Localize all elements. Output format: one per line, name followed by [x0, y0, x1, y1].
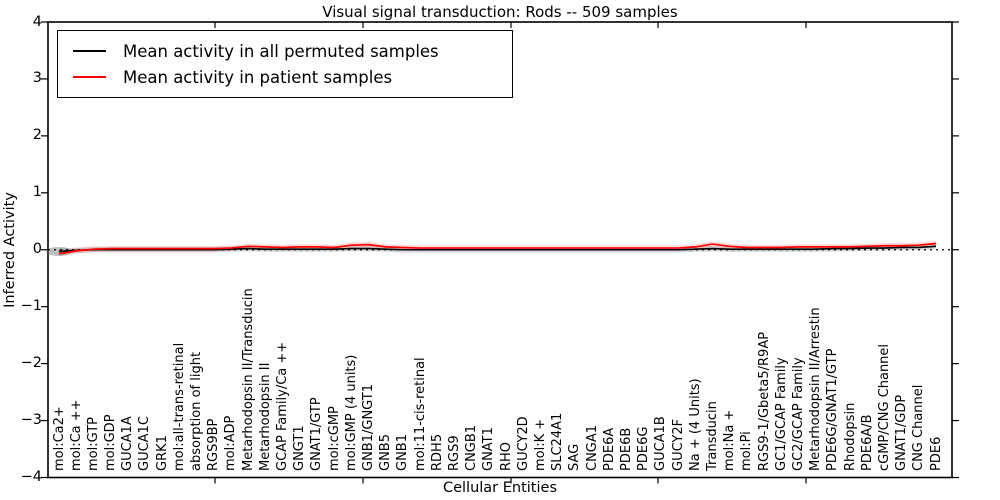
legend-line-swatch-permuted: [73, 50, 106, 52]
legend-label: Mean activity in patient samples: [123, 67, 393, 87]
legend: Mean activity in all permuted samples Me…: [57, 30, 513, 98]
y-tick-label: 4: [32, 13, 42, 30]
y-tick-label: 1: [32, 184, 42, 201]
legend-line-swatch-patient: [73, 76, 106, 78]
legend-item: Mean activity in patient samples: [58, 64, 512, 90]
y-tick-label: −4: [20, 469, 42, 485]
chart-title: Visual signal transduction: Rods -- 509 …: [322, 3, 678, 21]
series-line-permuted: [58, 245, 937, 253]
series-line-patient: [58, 242, 937, 255]
legend-item: Mean activity in all permuted samples: [58, 38, 512, 64]
legend-label: Mean activity in all permuted samples: [123, 41, 439, 61]
y-tick-label: −3: [20, 412, 42, 429]
y-tick-label: 2: [32, 127, 42, 144]
y-tick-label: −1: [20, 298, 42, 315]
y-tick-label: 0: [32, 241, 42, 258]
y-tick-label: −2: [20, 355, 42, 372]
y-tick-label: 3: [32, 70, 42, 87]
x-axis-label: Cellular Entities: [442, 480, 558, 496]
